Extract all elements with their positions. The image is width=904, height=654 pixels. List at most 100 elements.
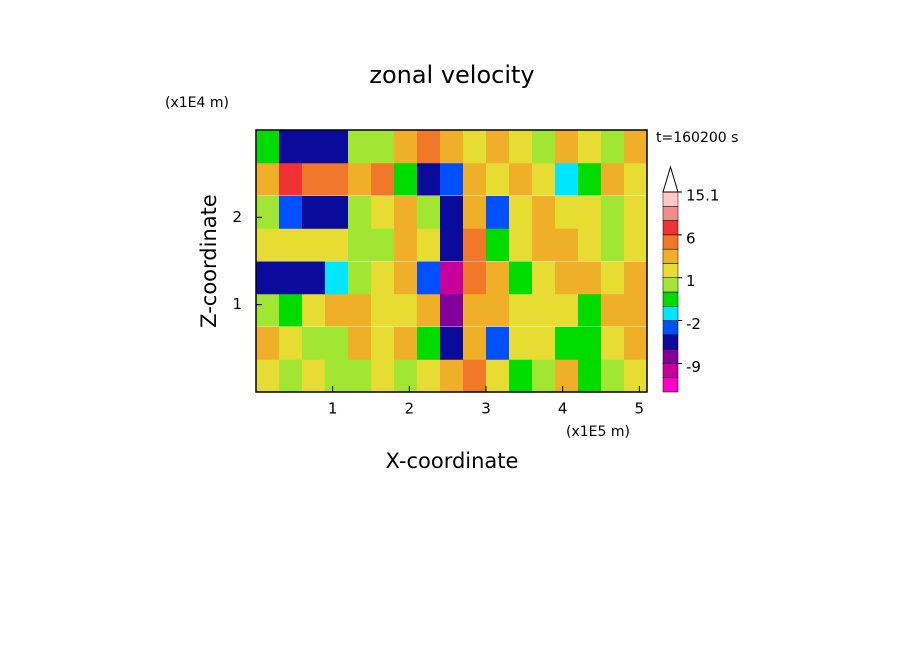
x-tick-label: 2 <box>405 400 415 418</box>
contour-cell <box>532 359 556 393</box>
y-tick-label: 2 <box>232 208 242 226</box>
contour-cell <box>463 293 487 327</box>
x-tick-label: 5 <box>635 400 645 418</box>
contour-cell <box>486 326 510 360</box>
plot-frame <box>255 129 648 393</box>
contour-cell <box>578 130 602 164</box>
contour-cell <box>624 326 648 360</box>
y-unit: (x1E4 m) <box>165 95 229 111</box>
contour-cell <box>348 195 372 229</box>
contour-cell <box>417 261 441 295</box>
colorbar-segment <box>662 334 679 350</box>
contour-cell <box>555 228 579 262</box>
contour-cell <box>509 261 533 295</box>
contour-cell <box>486 162 510 196</box>
contour-cell <box>624 228 648 262</box>
contour-cell <box>256 130 280 164</box>
contour-cell <box>624 195 648 229</box>
contour-cell <box>463 228 487 262</box>
contour-cell <box>440 195 464 229</box>
contour-cell <box>325 130 349 164</box>
contour-cell <box>440 326 464 360</box>
contour-cell <box>279 261 303 295</box>
colorbar-segment <box>662 306 679 321</box>
contour-cell <box>256 326 280 360</box>
contour-cell <box>463 359 487 393</box>
contour-cell <box>555 195 579 229</box>
contour-cell <box>371 261 395 295</box>
colorbar-segment <box>662 248 679 264</box>
contour-cell <box>601 195 625 229</box>
y-tick-label: 1 <box>232 295 242 313</box>
contour-cell <box>601 293 625 327</box>
contour-cell <box>371 228 395 262</box>
contour-cell <box>509 228 533 262</box>
chart-title: zonal velocity <box>369 61 534 89</box>
contour-cell <box>463 130 487 164</box>
contour-cell <box>578 359 602 393</box>
contour-cell <box>486 228 510 262</box>
contour-cell <box>279 359 303 393</box>
contour-cell <box>302 293 326 327</box>
contour-cell <box>509 359 533 393</box>
contour-cell <box>325 293 349 327</box>
contour-cell <box>440 359 464 393</box>
contour-cell <box>417 162 441 196</box>
contour-cell <box>486 130 510 164</box>
contour-cell <box>486 293 510 327</box>
contour-cell <box>624 261 648 295</box>
colorbar-label: -9 <box>686 358 701 376</box>
contour-cell <box>463 261 487 295</box>
contour-cell <box>256 228 280 262</box>
contour-cell <box>371 162 395 196</box>
contour-cell <box>555 162 579 196</box>
contour-cell <box>578 195 602 229</box>
contour-cell <box>371 293 395 327</box>
contour-cell <box>578 162 602 196</box>
colorbar-segment <box>662 191 679 207</box>
contour-cell <box>555 359 579 393</box>
contour-cell <box>325 228 349 262</box>
contour-cell <box>601 359 625 393</box>
contour-cell <box>486 195 510 229</box>
colorbar-segment <box>662 320 679 336</box>
contour-cell <box>417 195 441 229</box>
contour-cell <box>509 130 533 164</box>
contour-cell <box>394 195 418 229</box>
contour-cell <box>348 228 372 262</box>
contour-cell <box>624 293 648 327</box>
contour-cell <box>325 359 349 393</box>
contour-cell <box>578 261 602 295</box>
contour-cell <box>555 326 579 360</box>
contour-cell <box>279 162 303 196</box>
contour-cell <box>348 162 372 196</box>
contour-cell <box>601 228 625 262</box>
contour-cell <box>463 195 487 229</box>
contour-cell <box>256 162 280 196</box>
contour-cell <box>394 228 418 262</box>
contour-cell <box>509 162 533 196</box>
contour-cell <box>371 195 395 229</box>
contour-cell <box>509 293 533 327</box>
contour-cell <box>256 293 280 327</box>
contour-cell <box>578 228 602 262</box>
contour-cell <box>302 130 326 164</box>
contour-cell <box>509 195 533 229</box>
contour-cell <box>371 359 395 393</box>
contour-cell <box>532 326 556 360</box>
contour-cell <box>624 130 648 164</box>
contour-cell <box>417 228 441 262</box>
contour-cell <box>394 261 418 295</box>
contour-cell <box>578 326 602 360</box>
contour-cell <box>279 130 303 164</box>
contour-cell <box>601 261 625 295</box>
contour-cell <box>325 162 349 196</box>
contour-cell <box>486 359 510 393</box>
contour-cell <box>279 228 303 262</box>
colorbar-label: -2 <box>686 315 701 333</box>
contour-cell <box>325 326 349 360</box>
colorbar-segment <box>662 348 679 364</box>
contour-cell <box>417 293 441 327</box>
